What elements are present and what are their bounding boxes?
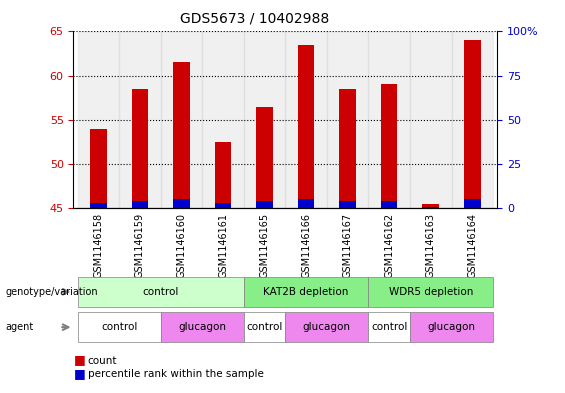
Bar bbox=[244, 31, 285, 208]
Bar bbox=[423, 204, 439, 208]
Text: percentile rank within the sample: percentile rank within the sample bbox=[88, 369, 263, 379]
Text: count: count bbox=[88, 356, 117, 365]
Bar bbox=[132, 201, 148, 208]
Bar bbox=[285, 31, 327, 208]
Text: glucagon: glucagon bbox=[303, 322, 351, 332]
Text: agent: agent bbox=[6, 322, 34, 332]
Bar bbox=[464, 40, 481, 208]
Bar bbox=[257, 201, 273, 208]
Bar bbox=[77, 31, 119, 208]
Text: glucagon: glucagon bbox=[178, 322, 226, 332]
Text: control: control bbox=[142, 287, 179, 297]
Text: ■: ■ bbox=[73, 367, 85, 380]
Bar bbox=[368, 31, 410, 208]
Bar bbox=[464, 200, 481, 208]
Text: KAT2B depletion: KAT2B depletion bbox=[263, 287, 349, 297]
Bar bbox=[327, 31, 368, 208]
Bar bbox=[90, 129, 107, 208]
Text: WDR5 depletion: WDR5 depletion bbox=[389, 287, 473, 297]
Text: genotype/variation: genotype/variation bbox=[6, 287, 98, 297]
Bar bbox=[257, 107, 273, 208]
Bar bbox=[340, 201, 356, 208]
Bar bbox=[298, 45, 314, 208]
Bar bbox=[451, 31, 493, 208]
Text: glucagon: glucagon bbox=[428, 322, 476, 332]
Bar bbox=[298, 200, 314, 208]
Text: GDS5673 / 10402988: GDS5673 / 10402988 bbox=[180, 12, 329, 26]
Bar bbox=[173, 62, 190, 208]
Text: control: control bbox=[371, 322, 407, 332]
Bar bbox=[90, 203, 107, 208]
Bar bbox=[215, 203, 231, 208]
Bar bbox=[340, 89, 356, 208]
Bar bbox=[119, 31, 160, 208]
Bar bbox=[381, 84, 398, 208]
Text: ■: ■ bbox=[73, 354, 85, 367]
Bar bbox=[215, 142, 231, 208]
Bar bbox=[381, 201, 398, 208]
Text: control: control bbox=[246, 322, 282, 332]
Bar bbox=[410, 31, 451, 208]
Bar bbox=[160, 31, 202, 208]
Bar bbox=[202, 31, 244, 208]
Text: control: control bbox=[101, 322, 137, 332]
Bar bbox=[132, 89, 148, 208]
Bar bbox=[423, 207, 439, 208]
Bar bbox=[173, 200, 190, 208]
